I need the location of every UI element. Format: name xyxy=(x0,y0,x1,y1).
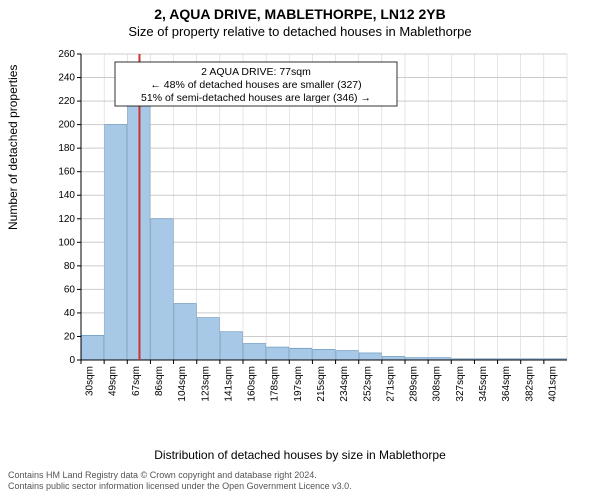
svg-text:200: 200 xyxy=(58,120,75,131)
bar xyxy=(243,344,266,360)
bar xyxy=(174,304,197,360)
svg-text:160: 160 xyxy=(58,167,75,178)
bar xyxy=(359,353,382,360)
x-tick-label: 401sqm xyxy=(547,366,558,402)
x-tick-label: 123sqm xyxy=(200,366,211,402)
x-tick-label: 252sqm xyxy=(362,366,373,402)
svg-text:240: 240 xyxy=(58,73,75,84)
footer-line-2: Contains public sector information licen… xyxy=(8,481,352,492)
svg-text:180: 180 xyxy=(58,143,75,154)
bar xyxy=(290,348,313,360)
x-tick-label: 271sqm xyxy=(385,366,396,402)
x-tick-label: 197sqm xyxy=(293,366,304,402)
histogram-chart: 0 20 40 60 80 100 120 140 160 180 200 220 240 260 30sq… xyxy=(55,48,575,418)
x-tick-label: 104sqm xyxy=(177,366,188,402)
svg-text:20: 20 xyxy=(64,331,76,342)
y-axis-label: Number of detached properties xyxy=(6,65,20,230)
info-line-2: ← 48% of detached houses are smaller (32… xyxy=(150,79,361,91)
svg-text:80: 80 xyxy=(64,261,76,272)
x-tick-label: 215sqm xyxy=(316,366,327,402)
chart-svg: 0 20 40 60 80 100 120 140 160 180 200 220 240 260 30sq… xyxy=(55,48,575,418)
bar xyxy=(151,219,174,360)
x-tick-label: 178sqm xyxy=(270,366,281,402)
bar xyxy=(81,335,104,360)
x-tick-label: 160sqm xyxy=(247,366,258,402)
x-tick-label: 382sqm xyxy=(524,366,535,402)
x-tick-label: 30sqm xyxy=(85,366,96,396)
x-tick-label: 49sqm xyxy=(108,366,119,396)
x-axis-label: Distribution of detached houses by size … xyxy=(0,448,600,462)
x-tick-label: 86sqm xyxy=(154,366,165,396)
x-tick-label: 345sqm xyxy=(478,366,489,402)
info-line-1: 2 AQUA DRIVE: 77sqm xyxy=(201,66,311,78)
x-tick-label: 141sqm xyxy=(223,366,234,402)
bar xyxy=(382,356,405,360)
info-line-3: 51% of semi-detached houses are larger (… xyxy=(141,92,371,104)
svg-text:140: 140 xyxy=(58,190,75,201)
x-tick-label: 289sqm xyxy=(409,366,420,402)
x-tick-label: 327sqm xyxy=(455,366,466,402)
bar xyxy=(336,351,359,360)
bar xyxy=(266,347,289,360)
svg-text:220: 220 xyxy=(58,96,75,107)
bar xyxy=(197,318,220,360)
main-title: 2, AQUA DRIVE, MABLETHORPE, LN12 2YB xyxy=(0,6,600,22)
footer-attribution: Contains HM Land Registry data © Crown c… xyxy=(8,470,352,493)
x-tick-label: 308sqm xyxy=(432,366,443,402)
bar xyxy=(220,332,243,360)
svg-text:60: 60 xyxy=(64,284,76,295)
footer-line-1: Contains HM Land Registry data © Crown c… xyxy=(8,470,352,481)
subtitle: Size of property relative to detached ho… xyxy=(0,24,600,39)
x-tick-label: 364sqm xyxy=(501,366,512,402)
svg-text:260: 260 xyxy=(58,49,75,60)
bar xyxy=(104,125,127,360)
svg-text:100: 100 xyxy=(58,237,75,248)
title-block: 2, AQUA DRIVE, MABLETHORPE, LN12 2YB Siz… xyxy=(0,0,600,39)
svg-text:120: 120 xyxy=(58,214,75,225)
svg-text:40: 40 xyxy=(64,308,76,319)
x-tick-label: 67sqm xyxy=(131,366,142,396)
bar xyxy=(313,349,336,360)
x-tick-label: 234sqm xyxy=(339,366,350,402)
svg-text:0: 0 xyxy=(69,355,75,366)
